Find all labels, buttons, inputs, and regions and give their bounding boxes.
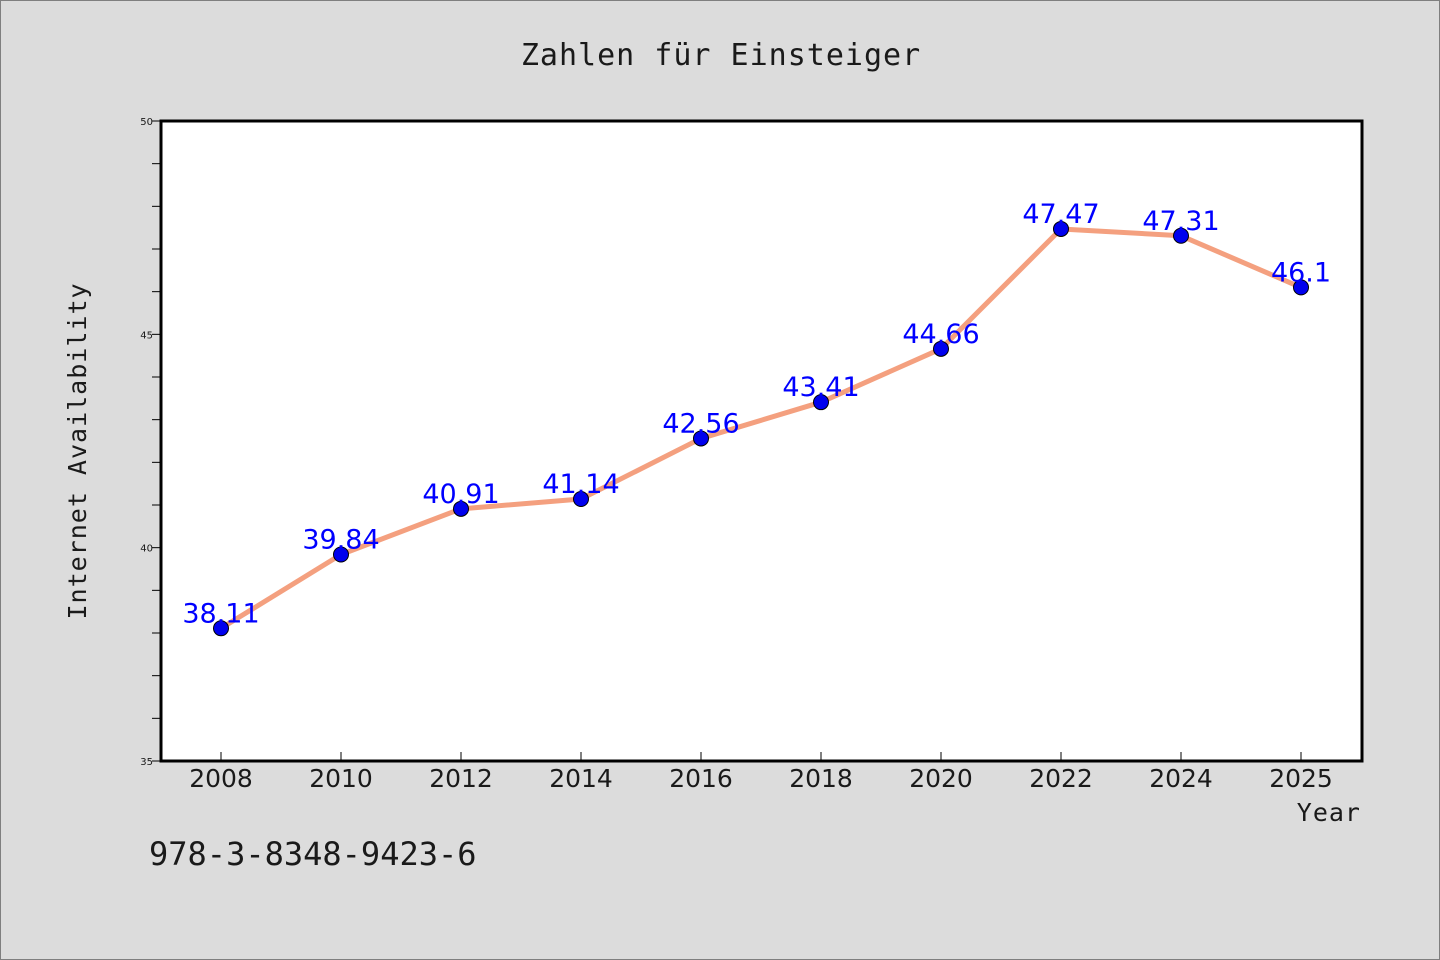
data-label: 44.66 <box>902 319 979 350</box>
x-tick-label: 2024 <box>1149 764 1213 793</box>
series-line-group <box>218 226 1304 631</box>
data-point <box>693 430 709 447</box>
series-line <box>218 226 1304 631</box>
data-point <box>1293 279 1309 296</box>
data-point <box>333 546 349 563</box>
x-axis-label: Year <box>1297 798 1361 827</box>
y-axis-ticks: 35 40 45 50 <box>140 117 161 768</box>
data-label: 38.11 <box>182 598 259 629</box>
data-label: 47.47 <box>1022 199 1099 230</box>
y-axis-label: Internet Availability <box>63 282 92 619</box>
data-label: 39.84 <box>302 524 379 555</box>
x-tick-label: 2016 <box>669 764 733 793</box>
x-tick-label: 2022 <box>1029 764 1093 793</box>
x-tick-label: 2025 <box>1269 764 1333 793</box>
data-label: 40.91 <box>422 479 499 510</box>
y-tick-label: 35 <box>140 757 153 768</box>
data-point <box>933 340 949 357</box>
data-label: 46.1 <box>1271 257 1331 288</box>
x-axis-ticks: 2008 2010 2012 2014 2016 2018 2020 2022 2024 2025 <box>189 752 1333 793</box>
data-label: 42.56 <box>662 408 739 439</box>
x-tick-label: 2010 <box>309 764 373 793</box>
data-label: 43.41 <box>782 372 859 403</box>
data-label: 47.31 <box>1142 206 1219 237</box>
data-label-group: 38.11 39.84 40.91 41.14 42.56 43.41 44.66 47.47… <box>182 199 1331 629</box>
plot-area <box>159 119 1364 763</box>
y-tick-label: 50 <box>140 117 153 128</box>
data-point <box>1053 220 1069 237</box>
x-tick-label: 2018 <box>789 764 853 793</box>
y-tick-label: 40 <box>140 544 153 555</box>
isbn-label: 978-3-8348-9423-6 <box>149 835 477 873</box>
data-point <box>813 394 829 411</box>
x-tick-label: 2008 <box>189 764 253 793</box>
data-point <box>213 620 229 637</box>
x-tick-label: 2020 <box>909 764 973 793</box>
marker-group <box>213 220 1309 637</box>
x-tick-label: 2012 <box>429 764 493 793</box>
data-point <box>573 491 589 508</box>
chart-title: Zahlen für Einsteiger <box>521 38 921 73</box>
y-tick-label: 45 <box>140 330 153 341</box>
x-tick-label: 2014 <box>549 764 613 793</box>
data-label: 41.14 <box>542 469 619 500</box>
data-point <box>453 500 469 517</box>
data-point <box>1173 227 1189 244</box>
